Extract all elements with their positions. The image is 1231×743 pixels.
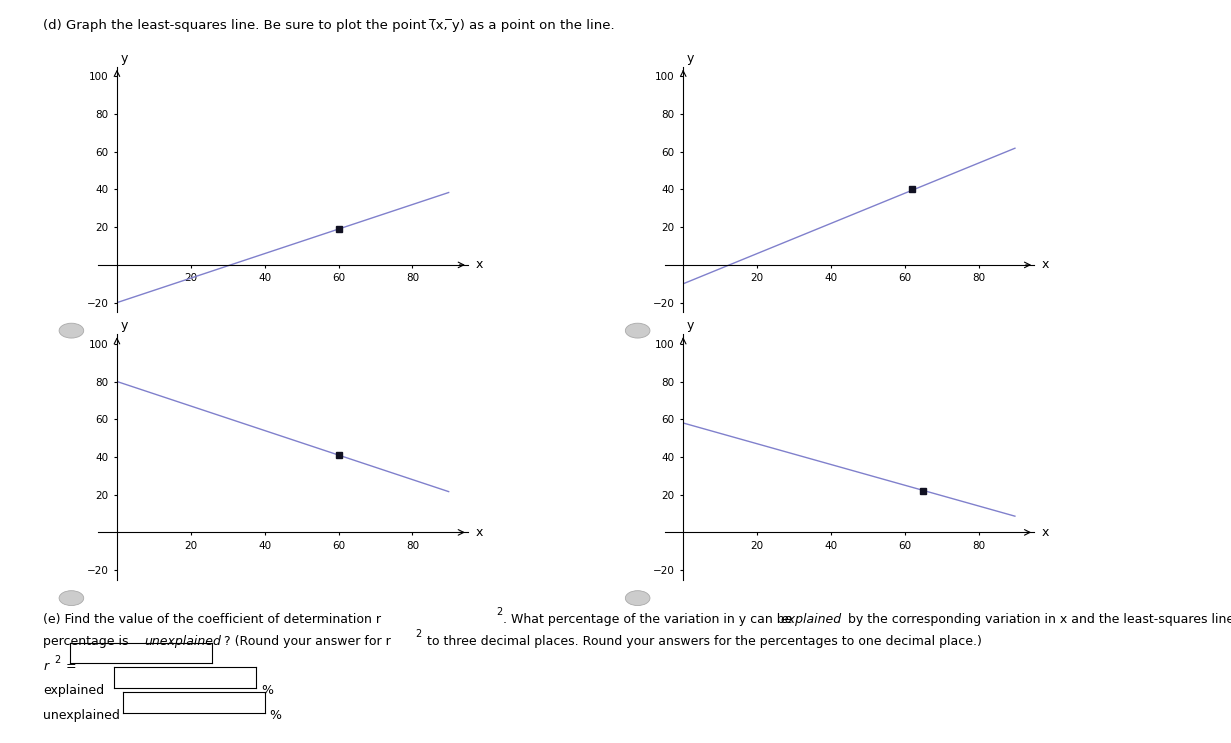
Text: y: y — [121, 52, 128, 65]
Text: by the corresponding variation in x and the least-squares line? What: by the corresponding variation in x and … — [844, 613, 1231, 626]
Text: %: % — [270, 709, 282, 721]
Text: x: x — [1041, 526, 1049, 539]
Text: x: x — [475, 526, 483, 539]
Text: . What percentage of the variation in y can be: . What percentage of the variation in y … — [503, 613, 796, 626]
Text: 2: 2 — [54, 655, 60, 664]
Text: r: r — [43, 660, 48, 672]
Text: to three decimal places. Round your answers for the percentages to one decimal p: to three decimal places. Round your answ… — [423, 635, 982, 648]
Text: (d) Graph the least-squares line. Be sure to plot the point (̅x, ̅y) as a point : (d) Graph the least-squares line. Be sur… — [43, 19, 614, 31]
Text: explained: explained — [780, 613, 842, 626]
Text: y: y — [687, 52, 694, 65]
Text: ? (Round your answer for r: ? (Round your answer for r — [224, 635, 390, 648]
Text: unexplained: unexplained — [144, 635, 220, 648]
Text: x: x — [1041, 259, 1049, 271]
Text: (e) Find the value of the coefficient of determination r: (e) Find the value of the coefficient of… — [43, 613, 382, 626]
Text: x: x — [475, 259, 483, 271]
Text: y: y — [687, 319, 694, 332]
Text: =: = — [62, 660, 76, 672]
Text: 2: 2 — [415, 629, 421, 639]
Text: y: y — [121, 319, 128, 332]
Text: unexplained: unexplained — [43, 709, 119, 721]
Text: %: % — [261, 684, 273, 697]
Text: percentage is: percentage is — [43, 635, 133, 648]
Text: explained: explained — [43, 684, 105, 697]
Text: 2: 2 — [496, 607, 502, 617]
